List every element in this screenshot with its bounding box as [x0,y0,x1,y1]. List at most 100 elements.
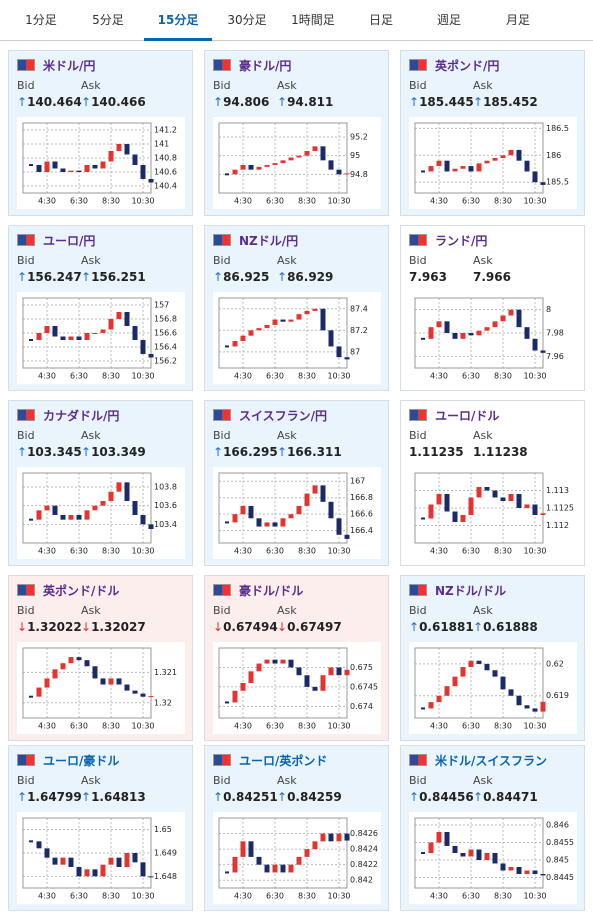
ask-number: 103.349 [91,445,146,459]
quote-panel[interactable]: スイスフラン/円 Bid Ask ↑166.295 ↑166.311 167 166.8 16… [204,400,389,566]
bid-label: Bid [409,429,427,442]
candle [248,165,254,170]
quote-panel[interactable]: 米ドル/スイスフラン Bid Ask ↑0.84456 ↑0.84471 0.846 0.8… [400,745,585,911]
candle [232,341,238,347]
y-tick-label: 186 [546,151,561,160]
tab[interactable]: 週足 [436,13,461,27]
candle [240,841,246,857]
candle [508,689,514,696]
trend-arrow: ↑ [277,95,288,109]
candle [508,867,514,871]
tab[interactable]: 30分足 [227,13,267,27]
candle [140,165,146,179]
quote-panel[interactable]: 米ドル/円 Bid Ask ↑140.464 ↑140.466 141.2 141 140.8… [8,50,193,216]
quote-panel[interactable]: 英ポンド/ドル Bid Ask ↓1.32022 ↓1.32027 1.321 1.32 4:… [8,575,193,741]
quote-panel[interactable]: 英ポンド/円 Bid Ask ↑185.445 ↑185.452 186.5 186 185.… [400,50,585,216]
candle [436,321,442,328]
x-tick-label: 4:30 [38,372,56,381]
candle [256,328,262,331]
candle [52,669,58,679]
candle [452,333,458,339]
candle [248,505,254,519]
quote-panel[interactable]: 豪ドル/円 Bid Ask ↑94.806 ↑94.811 95.2 95 94.8 4:30 6… [204,50,389,216]
ask-label: Ask [473,604,493,617]
quote-panel[interactable]: ユーロ/円 Bid Ask ↑156.247 ↑156.251 157 156.8 156.6… [8,225,193,391]
candle [148,354,154,358]
mini-chart: 1.113 1.1125 1.112 4:30 6:30 8:30 10:30 [409,467,577,559]
tab[interactable]: 月足 [505,13,530,27]
quote-panel[interactable]: ユーロ/豪ドル Bid Ask ↑1.64799 ↑1.64813 1.65 1.649 1.… [8,745,193,911]
quote-panel[interactable]: ユーロ/英ポンド Bid Ask ↑0.84251 ↑0.84259 0.8426 0.84… [204,745,389,911]
candle [124,684,130,691]
plot-frame [22,817,152,889]
candle [428,504,434,519]
ask-value: ↑94.811 [277,95,333,109]
bid-value: 7.963 [409,270,447,284]
candle [140,862,146,877]
candle [36,687,42,697]
tab[interactable]: 5分足 [92,13,124,27]
candle [344,833,350,841]
y-tick-label: 95 [350,151,360,160]
flag-part [26,755,34,765]
mini-chart: 95.2 95 94.8 4:30 6:30 8:30 10:30 [213,117,381,209]
trend-arrow: ↑ [17,790,28,804]
ask-label: Ask [473,254,493,267]
bid-label: Bid [17,429,35,442]
bid-number: 1.32022 [27,620,82,634]
candle [304,849,310,857]
candle [92,666,98,679]
x-tick-label: 10:30 [131,547,154,556]
quote-panel[interactable]: ランド/円 Bid Ask 7.963 7.966 8 7.98 7.96 4:30 6:30 8:… [400,225,585,391]
y-tick-label: 0.8445 [546,873,574,882]
bid-label: Bid [213,774,231,787]
bid-number: 0.67494 [223,620,278,634]
ask-number: 0.84259 [287,790,342,804]
candle [532,171,538,183]
y-tick-label: 103.8 [154,483,177,492]
quote-panel[interactable]: カナダドル/円 Bid Ask ↑103.345 ↑103.349 103.8 103.6 1… [8,400,193,566]
y-tick-label: 0.842 [350,876,373,885]
ask-value: ↑0.61888 [473,620,538,634]
mini-chart: 167 166.8 166.6 166.4 4:30 6:30 8:30 10:30 [213,467,381,559]
quote-panel[interactable]: NZドル/ドル Bid Ask ↑0.61881 ↑0.61888 0.62 0.619 4:… [400,575,585,741]
candle [516,309,522,328]
candle [444,686,450,696]
bid-number: 86.925 [223,270,270,284]
bid-label: Bid [17,79,35,92]
candle [52,326,58,337]
candle [280,659,286,664]
x-tick-label: 10:30 [131,722,154,731]
quote-panel[interactable]: 豪ドル/ドル Bid Ask ↓0.67494 ↓0.67497 0.675 0.6745 0… [204,575,389,741]
tab[interactable]: 1時間足 [291,13,335,27]
y-tick-label: 103.4 [154,520,177,529]
trend-arrow: ↑ [81,270,92,284]
tab[interactable]: 日足 [368,13,393,27]
plot-frame [414,817,544,889]
candle [336,518,342,535]
trend-arrow: ↑ [277,790,288,804]
mini-chart: 0.846 0.8455 0.845 0.8445 4:30 6:30 8:30 10:30 [409,812,577,904]
bid-value: ↑94.806 [213,95,269,109]
ask-value: ↑86.929 [277,270,333,284]
bid-value: ↓1.32022 [17,620,82,634]
candle [532,338,538,351]
candle [444,321,450,333]
flag-part [418,60,426,70]
trend-arrow: ↑ [473,620,484,634]
candle [76,867,82,877]
tab[interactable]: 1分足 [25,13,57,27]
quote-panel[interactable]: NZドル/円 Bid Ask ↑86.925 ↑86.929 87.4 87.2 87 4:30… [204,225,389,391]
pair-name: NZドル/ドル [435,584,507,598]
candle [428,327,434,339]
candle [452,511,458,522]
candle [500,155,506,158]
tab[interactable]: 15分足 [144,0,212,41]
candle [336,667,342,676]
flag [213,754,231,766]
candle [468,660,474,668]
quote-panel[interactable]: ユーロ/ドル Bid Ask 1.11235 1.11238 1.113 1.1125 1.1… [400,400,585,566]
x-tick-label: 8:30 [298,547,316,556]
bid-value: ↑0.84456 [409,790,474,804]
candle [468,849,474,857]
